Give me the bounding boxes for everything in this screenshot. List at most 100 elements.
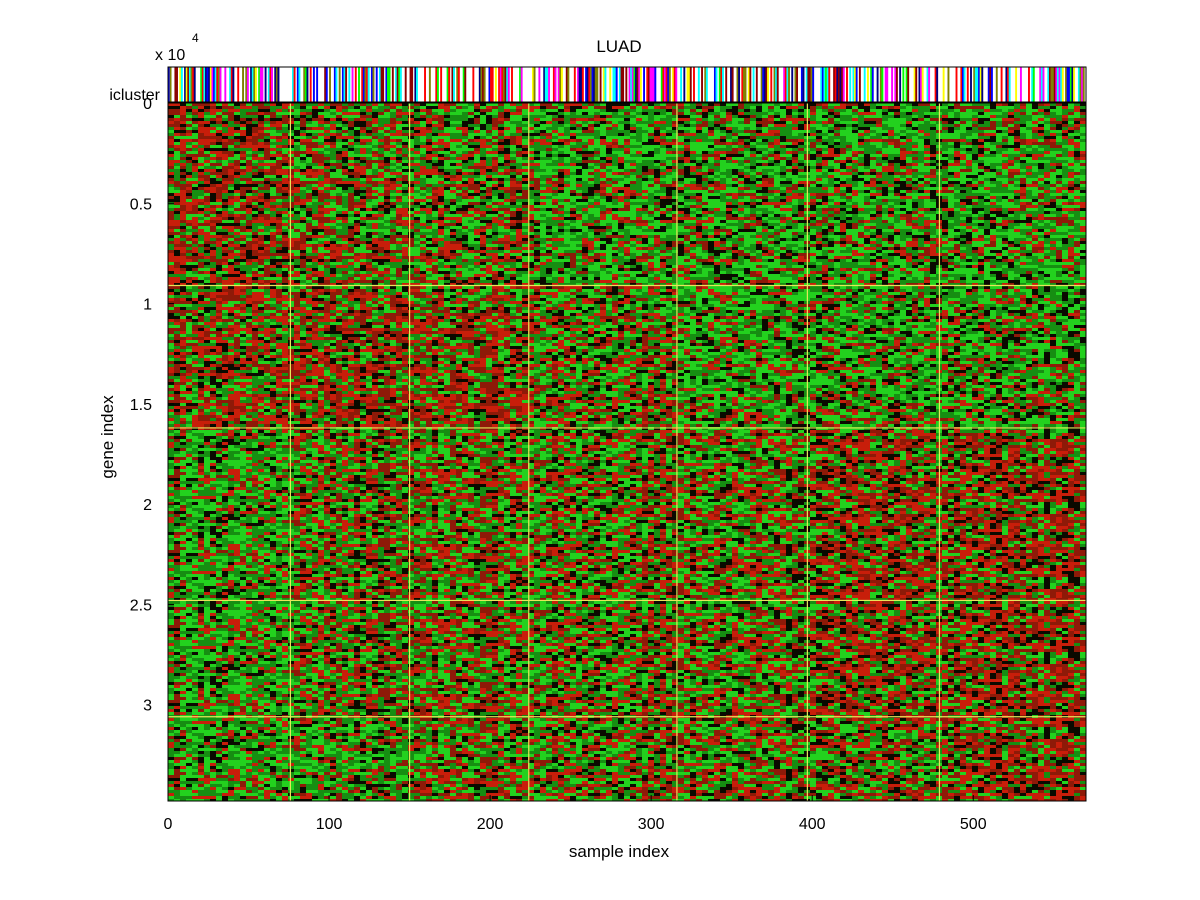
heatmap-cell (504, 142, 510, 145)
heatmap-cell (498, 187, 504, 190)
heatmap-cell (666, 127, 672, 130)
heatmap-cell (168, 124, 174, 127)
heatmap-cell (180, 151, 186, 154)
heatmap-cell (558, 139, 564, 142)
heatmap-cell (378, 127, 384, 130)
heatmap-cell (888, 190, 894, 193)
heatmap-cell (336, 181, 342, 184)
heatmap-cell (330, 184, 336, 187)
heatmap-cell (480, 166, 486, 169)
heatmap-cell (798, 181, 804, 184)
heatmap-cell (558, 127, 564, 130)
heatmap-cell (390, 169, 396, 172)
heatmap-cell (234, 175, 240, 178)
heatmap-cell (636, 160, 642, 163)
heatmap-cell (780, 133, 786, 136)
heatmap-cell (996, 142, 1002, 145)
heatmap-cell (1038, 184, 1044, 187)
heatmap-cell (1008, 160, 1014, 163)
heatmap-cell (522, 175, 528, 178)
heatmap-cell (1080, 154, 1086, 157)
heatmap-cell (918, 106, 924, 109)
heatmap-cell (768, 148, 774, 151)
icluster-bar (856, 67, 858, 102)
heatmap-cell (612, 136, 618, 139)
heatmap-cell (270, 112, 276, 115)
heatmap-cell (762, 187, 768, 190)
heatmap-cell (816, 154, 822, 157)
heatmap-cell (234, 184, 240, 187)
heatmap-cell (888, 181, 894, 184)
heatmap-cell (768, 184, 774, 187)
heatmap-cell (522, 118, 528, 121)
heatmap-cell (1008, 154, 1014, 157)
heatmap-cell (846, 148, 852, 151)
heatmap-cell (444, 139, 450, 142)
heatmap-cell (984, 187, 990, 190)
heatmap-cell (1008, 133, 1014, 136)
heatmap-cell (216, 172, 222, 175)
heatmap-cell (450, 115, 456, 118)
heatmap-cell (792, 190, 798, 193)
heatmap-cell (984, 160, 990, 163)
icluster-bar (492, 67, 494, 102)
heatmap-cell (480, 187, 486, 190)
heatmap-cell (900, 136, 906, 139)
heatmap-cell (510, 133, 516, 136)
heatmap-cell (240, 148, 246, 151)
heatmap-cell (720, 130, 726, 133)
heatmap-cell (198, 148, 204, 151)
heatmap-cell (810, 163, 816, 166)
heatmap-cell (558, 169, 564, 172)
heatmap-cell (324, 157, 330, 160)
heatmap-cell (966, 151, 972, 154)
heatmap-cell (384, 181, 390, 184)
heatmap-cell (852, 145, 858, 148)
heatmap-cell (216, 112, 222, 115)
heatmap-cell (882, 184, 888, 187)
heatmap-cell (270, 115, 276, 118)
heatmap-cell (714, 115, 720, 118)
heatmap-cell (798, 115, 804, 118)
heatmap-cell (606, 106, 612, 109)
heatmap-cell (660, 145, 666, 148)
heatmap-cell (726, 166, 732, 169)
heatmap-cell (402, 160, 408, 163)
heatmap-cell (702, 118, 708, 121)
icluster-bar (706, 67, 708, 102)
heatmap-cell (828, 127, 834, 130)
heatmap-cell (432, 121, 438, 124)
heatmap-cell (930, 172, 936, 175)
icluster-bar (1001, 67, 1003, 102)
heatmap-cell (1014, 178, 1020, 181)
heatmap-cell (774, 190, 780, 193)
heatmap-cell (1014, 139, 1020, 142)
heatmap-cell (834, 181, 840, 184)
heatmap-cell (402, 172, 408, 175)
heatmap-cell (348, 145, 354, 148)
heatmap-cell (492, 115, 498, 118)
heatmap-cell (738, 124, 744, 127)
heatmap-cell (1050, 109, 1056, 112)
heatmap-cell (1044, 175, 1050, 178)
heatmap-cell (180, 157, 186, 160)
heatmap-cell (582, 172, 588, 175)
heatmap-cell (348, 178, 354, 181)
heatmap-cell (1026, 157, 1032, 160)
heatmap-cell (984, 115, 990, 118)
heatmap-cell (216, 115, 222, 118)
heatmap-cell (270, 160, 276, 163)
heatmap-cell (336, 148, 342, 151)
heatmap-cell (678, 178, 684, 181)
heatmap-cell (930, 187, 936, 190)
heatmap-cell (1044, 172, 1050, 175)
heatmap-cell (618, 181, 624, 184)
heatmap-cell (504, 175, 510, 178)
heatmap-cell (522, 160, 528, 163)
heatmap-cell (612, 190, 618, 193)
heatmap-cell (372, 151, 378, 154)
heatmap-cell (408, 136, 414, 139)
heatmap-cell (942, 142, 948, 145)
heatmap-cell (258, 169, 264, 172)
heatmap-cell (462, 136, 468, 139)
